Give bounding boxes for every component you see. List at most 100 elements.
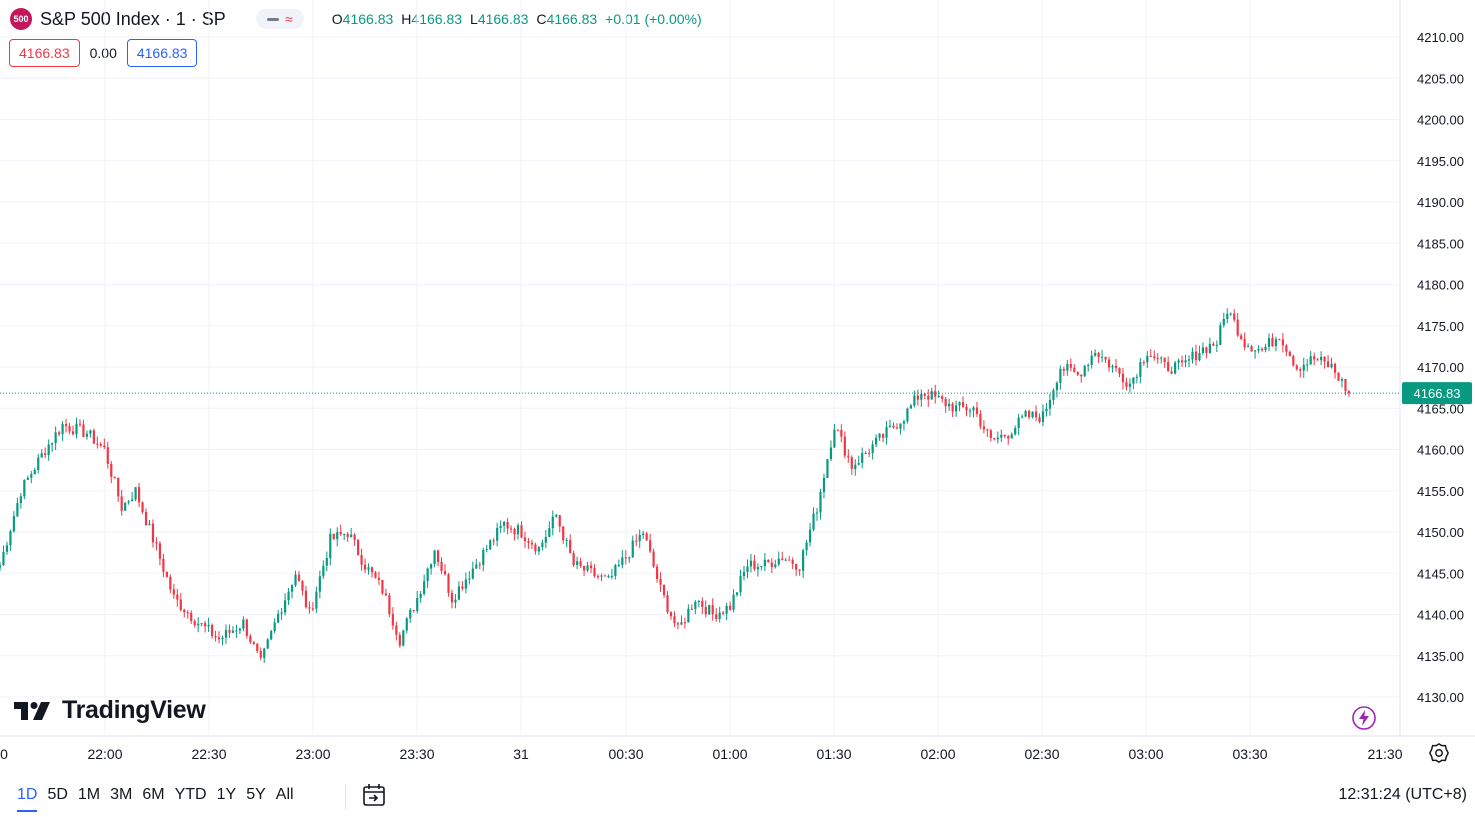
candle-body [370,567,374,573]
candle-body [596,576,600,578]
hide-icon[interactable] [266,17,279,21]
candle-body [537,547,540,552]
candle-body [1180,360,1184,363]
candle-body [270,631,273,640]
candle-body [593,568,596,577]
candle-body [788,559,791,561]
range-1m[interactable]: 1M [77,786,101,803]
candle-body [854,464,857,469]
candle-body [450,592,454,603]
candle-body [802,550,805,571]
sell-button[interactable]: 4166.83 [9,39,80,67]
candle-body [475,564,478,569]
range-5d[interactable]: 5D [47,786,68,803]
y-tick-label: 4210.00 [1417,30,1464,45]
candle-body [436,550,440,562]
last-price-tag [1402,382,1472,405]
candle-body [461,586,464,589]
candle-body [1048,400,1052,409]
candle-body [61,423,64,435]
candle-body [509,528,513,530]
y-tick-label: 4185.00 [1417,236,1464,251]
candle-body [492,540,495,542]
candle-body [725,605,728,614]
candle-body [478,564,481,566]
candle-body [1121,373,1125,383]
candle-body [381,579,384,594]
last-price-label: 4166.83 [1414,386,1461,401]
go-to-date-icon[interactable] [360,781,388,809]
candle-body [600,575,603,577]
candle-body [377,577,381,580]
range-1y[interactable]: 1Y [216,786,237,803]
candle-body [1222,318,1225,326]
candle-body [485,549,488,551]
candle-body [23,479,26,497]
lightning-icon[interactable] [1352,706,1376,730]
ohlc-readout: O4166.83 H4166.83 L4166.83 C4166.83 +0.0… [332,11,702,27]
candle-body [909,405,912,409]
buy-button[interactable]: 4166.83 [126,39,198,67]
candle-body [756,567,760,570]
range-6m[interactable]: 6M [142,786,165,803]
candle-body [238,628,241,631]
candle-body [777,558,780,565]
candle-body [1101,356,1104,358]
y-tick-label: 4135.00 [1417,649,1464,664]
candle-body [1247,346,1250,348]
tradingview-wordmark: TradingView [62,696,206,724]
candle-body [172,589,175,595]
range-3m[interactable]: 3M [110,786,133,803]
candle-body [68,426,71,432]
candle-body [649,540,652,552]
candle-body [1215,344,1218,346]
candle-body [242,619,245,629]
candle-body [948,403,951,407]
candle-body [1226,313,1229,319]
x-tick-label: 00:30 [608,746,643,762]
candle-body [934,391,937,397]
candle-body [1007,436,1010,439]
timezone-clock[interactable]: 12:31:24 (UTC+8) [1338,786,1467,803]
candle-body [1278,339,1281,341]
candle-body [398,634,401,646]
candle-body [131,499,134,502]
wave-icon[interactable]: ≈ [284,11,293,27]
settings-gear-icon[interactable] [1428,742,1450,764]
candle-body [1087,364,1090,366]
range-ytd[interactable]: YTD [174,786,207,803]
candle-body [1253,350,1257,352]
candle-body [117,477,120,497]
candle-body [582,565,586,571]
candle-body [850,457,853,469]
candle-body [190,612,193,622]
candle-body [930,391,933,400]
candle-body [89,430,92,434]
candle-body [683,622,687,624]
range-all[interactable]: All [275,786,294,803]
candle-body [732,594,735,610]
candle-body [812,513,815,530]
indicator-toggle-pill[interactable]: ≈ [255,9,304,29]
candle-body [1111,365,1114,368]
symbol-title[interactable]: S&P 500 Index · 1 · SP [40,8,226,29]
candle-body [1271,338,1274,347]
candle-body [308,607,311,609]
candle-body [1041,411,1045,422]
candle-body [280,612,283,614]
range-5y[interactable]: 5Y [246,786,266,803]
candle-body [1083,365,1086,377]
candle-body [763,559,766,567]
candle-body [124,502,127,511]
candle-body [1257,348,1260,351]
candle-body [857,462,860,465]
candle-body [1024,410,1027,417]
tradingview-logo[interactable]: TradingView [14,696,206,725]
candle-body [760,566,763,568]
range-1d[interactable]: 1D [12,782,42,812]
candle-body [673,616,676,624]
candle-body [746,566,749,572]
candle-body [482,550,485,565]
candle-body [749,560,753,567]
